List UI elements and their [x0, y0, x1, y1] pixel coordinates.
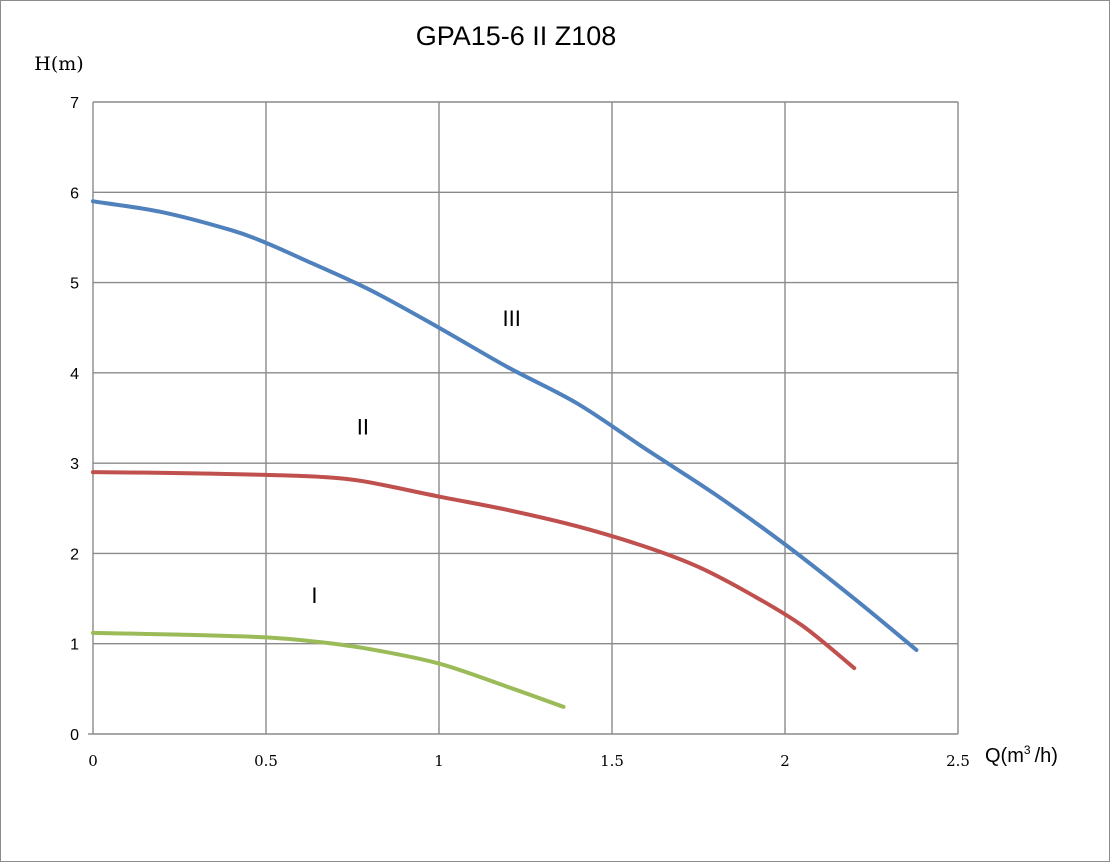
curve-label-II: II: [357, 414, 369, 439]
x-tick-label: 0.5: [254, 752, 278, 770]
series-line-I: [91, 630, 566, 709]
series-curves: [91, 199, 919, 709]
x-tick-label: 1.5: [600, 752, 624, 770]
x-axis-label-sup: 3: [1024, 743, 1031, 757]
x-axis-label-tail: /h): [1035, 745, 1058, 767]
chart-title: GPA15-6 II Z108: [416, 21, 617, 51]
series-line-II: [91, 470, 857, 671]
y-tick-labels: 0 1 2 3 4 5 6 7: [70, 95, 79, 744]
x-tick-label: 1: [434, 752, 444, 770]
x-tick-labels: 0 0.5 1 1.5 2 2.5: [88, 752, 970, 770]
x-tick-label: 0: [88, 752, 98, 770]
series-line-III: [91, 199, 919, 653]
y-tick-label: 3: [70, 456, 79, 473]
y-tick-label: 4: [70, 366, 79, 383]
y-axis-label: H(m): [34, 53, 83, 75]
y-tick-label: 5: [70, 276, 79, 293]
x-axis-label-main: Q(m: [985, 745, 1024, 767]
y-tick-label: 6: [70, 185, 79, 202]
y-tick-label: 2: [70, 546, 79, 563]
y-tick-label: 0: [70, 727, 79, 744]
x-tick-label: 2.5: [946, 752, 970, 770]
grid: [88, 101, 959, 735]
x-tick-label: 2: [780, 752, 790, 770]
y-tick-label: 1: [70, 637, 79, 654]
curve-label-I: I: [311, 583, 317, 608]
y-tick-label: 7: [70, 95, 79, 112]
x-axis-label: Q(m3/h): [985, 743, 1058, 767]
curve-label-III: III: [502, 306, 520, 331]
